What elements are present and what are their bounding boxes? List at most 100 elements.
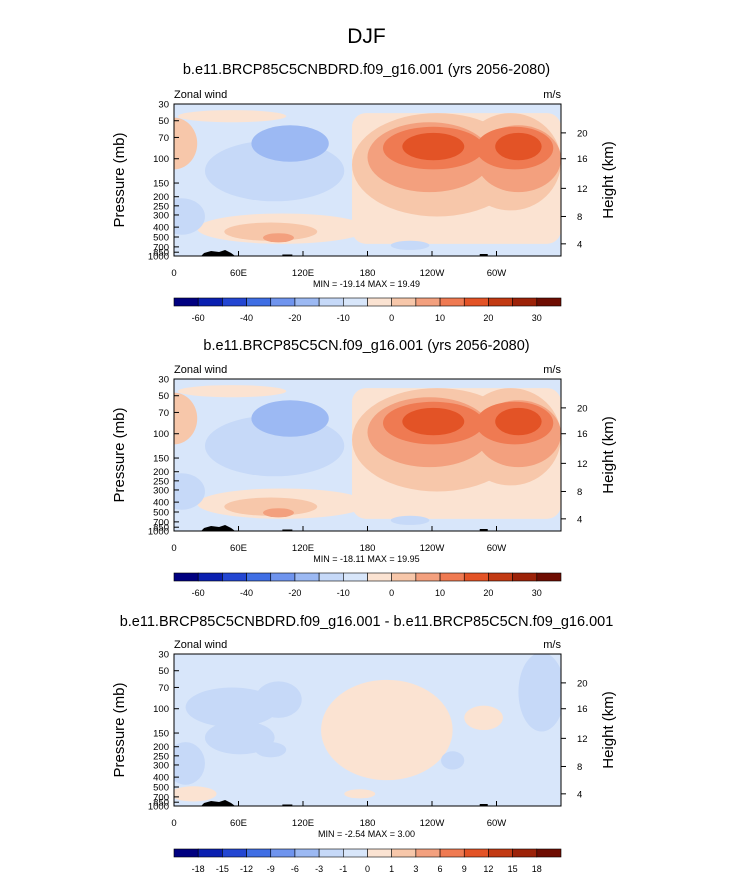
longitude-tick-label: 120E — [292, 818, 314, 829]
topography-mountain — [479, 529, 488, 531]
colorbar-swatch — [343, 297, 368, 307]
pressure-tick-label: 500 — [153, 508, 169, 519]
contour-fill — [263, 233, 294, 243]
colorbar-label: -6 — [291, 864, 299, 874]
min-max-stats: MIN = -2.54 MAX = 3.00 — [318, 829, 415, 839]
topography — [201, 800, 488, 806]
height-tick-label: 16 — [577, 154, 588, 165]
height-tick-label: 4 — [577, 514, 582, 525]
height-tick-label: 20 — [577, 128, 588, 139]
colorbar-label: 3 — [413, 864, 418, 874]
contour-fill — [464, 705, 503, 731]
colorbar-label: -3 — [315, 864, 323, 874]
longitude-tick-label: 60W — [487, 268, 507, 279]
pressure-tick-label: 300 — [153, 760, 169, 771]
topography-mountain — [282, 254, 293, 256]
height-tick-label: 20 — [577, 678, 588, 689]
topography — [201, 525, 488, 531]
colorbar: -60 -40 -20 -10 0 10 20 30 — [173, 572, 562, 598]
contour-fill — [174, 786, 217, 802]
colorbar-swatch — [270, 572, 296, 582]
colorbar-swatch — [536, 848, 562, 858]
colorbar-swatch — [488, 572, 513, 582]
left-axis-title: Pressure (mb) — [111, 407, 128, 502]
height-tick-label: 16 — [577, 429, 588, 440]
min-max-stats: MIN = -19.14 MAX = 19.49 — [313, 279, 420, 289]
colorbar-swatch — [367, 297, 392, 307]
topography-mountain — [479, 254, 488, 256]
pressure-tick-label: 30 — [158, 650, 169, 661]
colorbar-swatch — [367, 848, 392, 858]
contour-fill — [174, 473, 205, 510]
topography-mountain — [282, 804, 293, 806]
topography-mountain — [479, 804, 488, 806]
height-tick-label: 12 — [577, 734, 588, 745]
pressure-tick-label: 100 — [153, 154, 169, 165]
colorbar-label: 0 — [389, 313, 394, 323]
contour-fill — [390, 240, 430, 250]
colorbar-label: 30 — [532, 313, 542, 323]
pressure-tick-label: 700 — [153, 792, 169, 803]
pressure-tick-label: 100 — [153, 429, 169, 440]
left-axis-title: Pressure (mb) — [111, 132, 128, 227]
height-tick-label: 8 — [577, 487, 582, 498]
pressure-tick-label: 30 — [158, 375, 169, 386]
colorbar-swatch — [512, 572, 538, 582]
pressure-tick-label: 150 — [153, 179, 169, 190]
panel-units-label: m/s — [543, 89, 561, 101]
panel-left-label: Zonal wind — [174, 89, 227, 101]
colorbar-label: -20 — [288, 313, 301, 323]
longitude-tick-label: 60W — [487, 818, 507, 829]
colorbar-swatch — [197, 297, 223, 307]
pressure-tick-label: 850 — [153, 798, 169, 809]
min-max-stats: MIN = -18.11 MAX = 19.95 — [313, 554, 419, 564]
pressure-tick-label: 200 — [153, 742, 169, 753]
pressure-tick-label: 850 — [153, 523, 169, 534]
contour-fill — [352, 696, 438, 764]
colorbar-label: -15 — [216, 864, 229, 874]
colorbar-swatch — [270, 297, 296, 307]
pressure-tick-label: 250 — [153, 751, 169, 762]
height-tick-label: 4 — [577, 789, 582, 800]
colorbar-label: 10 — [435, 588, 445, 598]
contour-fill — [390, 515, 430, 525]
pressure-tick-label: 50 — [158, 116, 169, 127]
colorbar-swatch — [463, 297, 489, 307]
pressure-tick-label: 400 — [153, 498, 169, 509]
contour-fill — [402, 407, 465, 436]
pressure-tick-label: 300 — [153, 210, 169, 221]
right-axis-title: Height (km) — [600, 141, 617, 219]
colorbar-swatch — [222, 572, 247, 582]
colorbar-label: 10 — [435, 313, 445, 323]
pressure-tick-label: 700 — [153, 517, 169, 528]
colorbar-swatch — [343, 848, 368, 858]
longitude-tick-label: 60E — [230, 818, 247, 829]
colorbar-swatch — [512, 848, 538, 858]
colorbar-swatch — [294, 572, 320, 582]
colorbar-label: 20 — [483, 588, 493, 598]
contour-fill — [441, 751, 465, 770]
longitude-tick-label: 180 — [360, 818, 376, 829]
longitude-tick-label: 180 — [360, 543, 376, 554]
colorbar-label: -10 — [337, 313, 350, 323]
pressure-tick-label: 150 — [153, 454, 169, 465]
colorbar-swatch — [294, 848, 320, 858]
colorbar-label: -10 — [337, 588, 350, 598]
topography — [201, 250, 488, 256]
pressure-tick-label: 1000 — [148, 802, 169, 813]
colorbar-swatch — [488, 848, 513, 858]
pressure-tick-label: 200 — [153, 192, 169, 203]
panel-2: b.e11.BRCP85C5CN.f09_g16.001 (yrs 2056-2… — [111, 338, 617, 598]
contour-field — [174, 654, 561, 806]
panel-left-label: Zonal wind — [174, 639, 227, 651]
colorbar-label: -1 — [339, 864, 347, 874]
colorbar-swatch — [222, 297, 247, 307]
colorbar: -60 -40 -20 -10 0 10 20 30 — [173, 297, 562, 323]
colorbar-label: 1 — [389, 864, 394, 874]
pressure-tick-label: 50 — [158, 391, 169, 402]
colorbar-label: -20 — [288, 588, 301, 598]
pressure-tick-label: 50 — [158, 666, 169, 677]
colorbar-swatch — [536, 572, 562, 582]
colorbar-swatch — [463, 848, 489, 858]
pressure-tick-label: 70 — [158, 133, 169, 144]
